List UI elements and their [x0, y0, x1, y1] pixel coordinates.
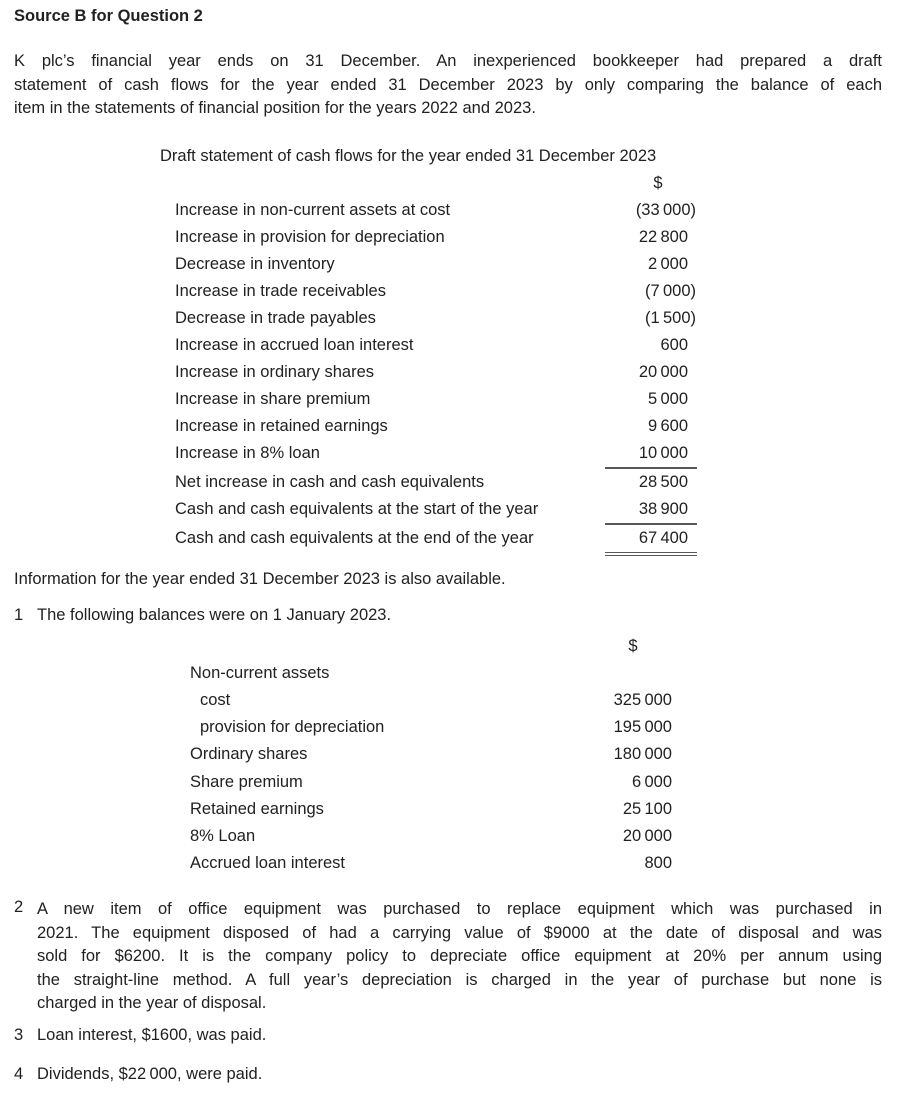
statement-row: Decrease in inventory 2 000: [175, 251, 882, 278]
row-label: Ordinary shares: [190, 745, 308, 764]
balance-row: Share premium 6 000: [190, 769, 882, 796]
row-value: [582, 660, 672, 687]
row-value: (7 000): [645, 281, 696, 300]
row-value: 600: [660, 335, 688, 354]
statement-row: Cash and cash equivalents at the start o…: [175, 496, 882, 525]
row-label: Share premium: [190, 772, 303, 791]
intro-line: item in the statements of financial posi…: [14, 99, 536, 117]
row-label: Increase in accrued loan interest: [175, 335, 414, 354]
intro-paragraph: K plc’s financial year ends on 31 Decemb…: [14, 50, 882, 121]
balance-row: Accrued loan interest 800: [190, 850, 882, 877]
row-label: Cash and cash equivalents at the end of …: [175, 528, 534, 547]
row-value: 25 100: [622, 799, 672, 818]
row-value: 5 000: [647, 389, 688, 408]
statement-row: Increase in trade receivables (7 000): [175, 278, 882, 305]
balance-row: cost 325 000: [190, 687, 882, 714]
balance-row: Retained earnings 25 100: [190, 796, 882, 823]
note-text: The following balances were on 1 January…: [37, 605, 392, 624]
row-label: Decrease in inventory: [175, 254, 335, 273]
balance-row: Ordinary shares 180 000: [190, 741, 882, 768]
row-label: 8% Loan: [190, 826, 256, 845]
row-label: provision for depreciation: [200, 718, 385, 737]
note-line: A new item of office equipment was purch…: [37, 900, 882, 919]
intro-line: statement of cash flows for the year end…: [14, 75, 882, 94]
row-value: (1 500): [645, 308, 696, 327]
note-1: 1 The following balances were on 1 Janua…: [14, 606, 882, 625]
row-value: (33 000): [635, 200, 696, 219]
currency-header-row: $: [175, 170, 882, 197]
note-2: 2 A new item of office equipment was pur…: [14, 898, 882, 1016]
row-label: Accrued loan interest: [190, 854, 346, 873]
row-label: cost: [200, 690, 231, 709]
row-value-underlined: 10 000: [605, 440, 697, 469]
row-value: 800: [644, 854, 672, 873]
row-label: Increase in 8% loan: [175, 443, 320, 462]
draft-statement-table: Draft statement of cash flows for the ye…: [14, 143, 882, 556]
row-value: 20 000: [622, 826, 672, 845]
note-text: A new item of office equipment was purch…: [37, 898, 882, 1016]
statement-row: Cash and cash equivalents at the end of …: [175, 525, 882, 556]
note-text: Dividends, $22 000, were paid.: [37, 1064, 263, 1083]
row-label: Non-current assets: [190, 663, 330, 682]
intro-line: K plc’s financial year ends on 31 Decemb…: [14, 52, 882, 70]
balance-row: provision for depreciation 195 000: [190, 714, 882, 741]
row-label: Increase in retained earnings: [175, 416, 388, 435]
row-label: Net increase in cash and cash equivalent…: [175, 472, 485, 491]
note-number: 4: [14, 1064, 24, 1083]
note-text: Loan interest, $1600, was paid.: [37, 1025, 267, 1044]
note-line: 2021. The equipment disposed of had a ca…: [37, 923, 882, 942]
balance-row: Non-current assets: [190, 660, 882, 687]
statement-row: Increase in share premium 5 000: [175, 386, 882, 413]
statement-row: Decrease in trade payables (1 500): [175, 305, 882, 332]
draft-statement-title: Draft statement of cash flows for the ye…: [160, 146, 657, 165]
statement-row: Increase in provision for depreciation 2…: [175, 224, 882, 251]
row-label: Decrease in trade payables: [175, 308, 376, 327]
note-line: the straight-line method. A full year’s …: [37, 970, 882, 989]
info-line: Information for the year ended 31 Decemb…: [14, 569, 506, 588]
balances-table: $ Non-current assets cost 325 000 provis…: [14, 633, 882, 878]
row-value: 180 000: [613, 745, 672, 764]
statement-row: Increase in accrued loan interest 600: [175, 332, 882, 359]
row-value: 22 800: [638, 227, 688, 246]
page-title: Source B for Question 2: [14, 7, 203, 25]
note-line: charged in the year of disposal.: [37, 994, 267, 1013]
statement-row: Net increase in cash and cash equivalent…: [175, 469, 882, 496]
currency-symbol: $: [653, 173, 663, 192]
row-value: 325 000: [613, 690, 672, 709]
currency-symbol: $: [628, 636, 638, 655]
note-3: 3 Loan interest, $1600, was paid.: [14, 1026, 882, 1045]
note-number: 1: [14, 605, 24, 624]
statement-row: Increase in non-current assets at cost (…: [175, 197, 882, 224]
statement-row: Increase in ordinary shares 20 000: [175, 359, 882, 386]
note-number: 2: [14, 898, 24, 917]
note-line: sold for $6200. It is the company policy…: [37, 947, 882, 966]
note-4: 4 Dividends, $22 000, were paid.: [14, 1065, 882, 1084]
row-value: 9 600: [647, 416, 688, 435]
currency-header-row: $: [190, 633, 882, 660]
row-label: Increase in trade receivables: [175, 281, 386, 300]
row-value: 28 500: [638, 472, 688, 491]
row-label: Increase in non-current assets at cost: [175, 200, 451, 219]
row-value: 20 000: [638, 362, 688, 381]
balance-row: 8% Loan 20 000: [190, 823, 882, 850]
row-value-total: 67 400: [605, 525, 697, 556]
row-label: Increase in ordinary shares: [175, 362, 375, 381]
row-label: Cash and cash equivalents at the start o…: [175, 499, 539, 518]
statement-row: Increase in 8% loan 10 000: [175, 440, 882, 469]
row-label: Retained earnings: [190, 799, 324, 818]
row-label: Increase in share premium: [175, 389, 371, 408]
row-value: 195 000: [613, 718, 672, 737]
row-value: 2 000: [647, 254, 688, 273]
row-value-underlined: 38 900: [605, 496, 697, 525]
note-number: 3: [14, 1025, 24, 1044]
row-value: 6 000: [631, 772, 672, 791]
statement-row: Increase in retained earnings 9 600: [175, 413, 882, 440]
row-label: Increase in provision for depreciation: [175, 227, 445, 246]
